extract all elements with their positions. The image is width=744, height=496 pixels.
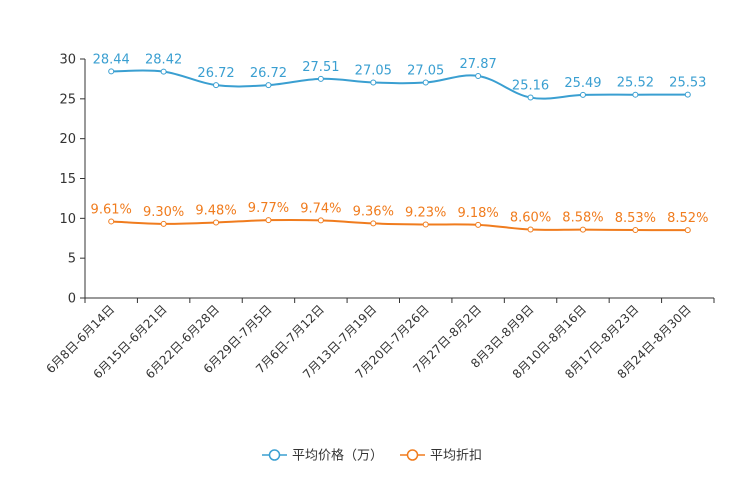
- data-point[interactable]: [475, 72, 482, 79]
- data-label: 9.23%: [405, 205, 446, 220]
- data-label: 9.61%: [91, 202, 132, 217]
- data-label: 27.87: [460, 57, 497, 72]
- data-point[interactable]: [632, 91, 639, 98]
- data-label: 25.52: [617, 76, 654, 91]
- data-point[interactable]: [370, 220, 377, 227]
- series-line-1: [111, 218, 688, 232]
- legend-item-1[interactable]: 平均折扣: [400, 449, 482, 464]
- legend-label: 平均折扣: [430, 449, 482, 464]
- data-label: 27.51: [302, 60, 339, 75]
- data-point[interactable]: [265, 82, 272, 89]
- data-point[interactable]: [527, 94, 534, 101]
- data-label: 9.48%: [195, 203, 236, 218]
- data-point[interactable]: [632, 227, 639, 234]
- data-point[interactable]: [370, 79, 377, 86]
- data-label: 9.74%: [300, 201, 341, 216]
- data-label: 25.16: [512, 79, 549, 94]
- data-point[interactable]: [475, 221, 482, 228]
- data-point[interactable]: [579, 226, 586, 233]
- y-tick-label: 5: [68, 252, 76, 267]
- y-tick-label: 20: [59, 132, 76, 147]
- data-label: 8.58%: [562, 211, 603, 226]
- series-0: 28.44 28.42 26.72 26.72 27.51 27.05 27.05 27.87…: [93, 52, 706, 101]
- series-1: 9.61% 9.30% 9.48% 9.77% 9.74% 9.36% 9.23% 9.18%…: [91, 201, 708, 234]
- data-point[interactable]: [684, 227, 691, 234]
- data-label: 8.53%: [615, 211, 656, 226]
- series-line-0: [111, 69, 688, 100]
- data-point[interactable]: [213, 82, 220, 89]
- legend-item-0[interactable]: 平均价格（万）: [262, 448, 383, 464]
- data-point[interactable]: [265, 217, 272, 224]
- data-label: 8.60%: [510, 210, 551, 225]
- data-label: 25.53: [669, 76, 706, 91]
- data-label: 25.49: [564, 76, 601, 91]
- data-label: 9.77%: [248, 201, 289, 216]
- data-point[interactable]: [684, 91, 691, 98]
- legend[interactable]: 平均价格（万） 平均折扣: [262, 448, 482, 464]
- data-label: 9.36%: [353, 204, 394, 219]
- data-point[interactable]: [317, 217, 324, 224]
- data-point[interactable]: [108, 218, 115, 225]
- data-label: 9.30%: [143, 205, 184, 220]
- data-label: 28.44: [93, 52, 130, 67]
- data-point[interactable]: [213, 219, 220, 226]
- data-point[interactable]: [422, 221, 429, 228]
- data-point[interactable]: [527, 226, 534, 233]
- data-label: 26.72: [197, 66, 234, 81]
- y-tick-label: 25: [59, 92, 76, 107]
- y-tick-label: 30: [59, 53, 76, 68]
- data-label: 26.72: [250, 66, 287, 81]
- y-tick-label: 0: [68, 292, 76, 307]
- data-label: 28.42: [145, 53, 182, 68]
- data-label: 9.18%: [457, 206, 498, 221]
- data-point[interactable]: [108, 68, 115, 75]
- legend-marker-icon: [406, 449, 419, 461]
- legend-label: 平均价格（万）: [292, 448, 383, 464]
- data-point[interactable]: [422, 79, 429, 86]
- y-tick-label: 10: [59, 212, 76, 227]
- data-point[interactable]: [160, 220, 167, 227]
- data-label: 8.52%: [667, 211, 708, 226]
- data-point[interactable]: [317, 75, 324, 82]
- y-tick-label: 15: [59, 172, 76, 187]
- data-point[interactable]: [579, 91, 586, 98]
- data-label: 27.05: [355, 64, 392, 79]
- series-layer: 28.44 28.42 26.72 26.72 27.51 27.05 27.05 27.87…: [91, 52, 708, 234]
- data-point[interactable]: [160, 68, 167, 75]
- legend-marker-icon: [268, 449, 281, 461]
- data-label: 27.05: [407, 64, 444, 79]
